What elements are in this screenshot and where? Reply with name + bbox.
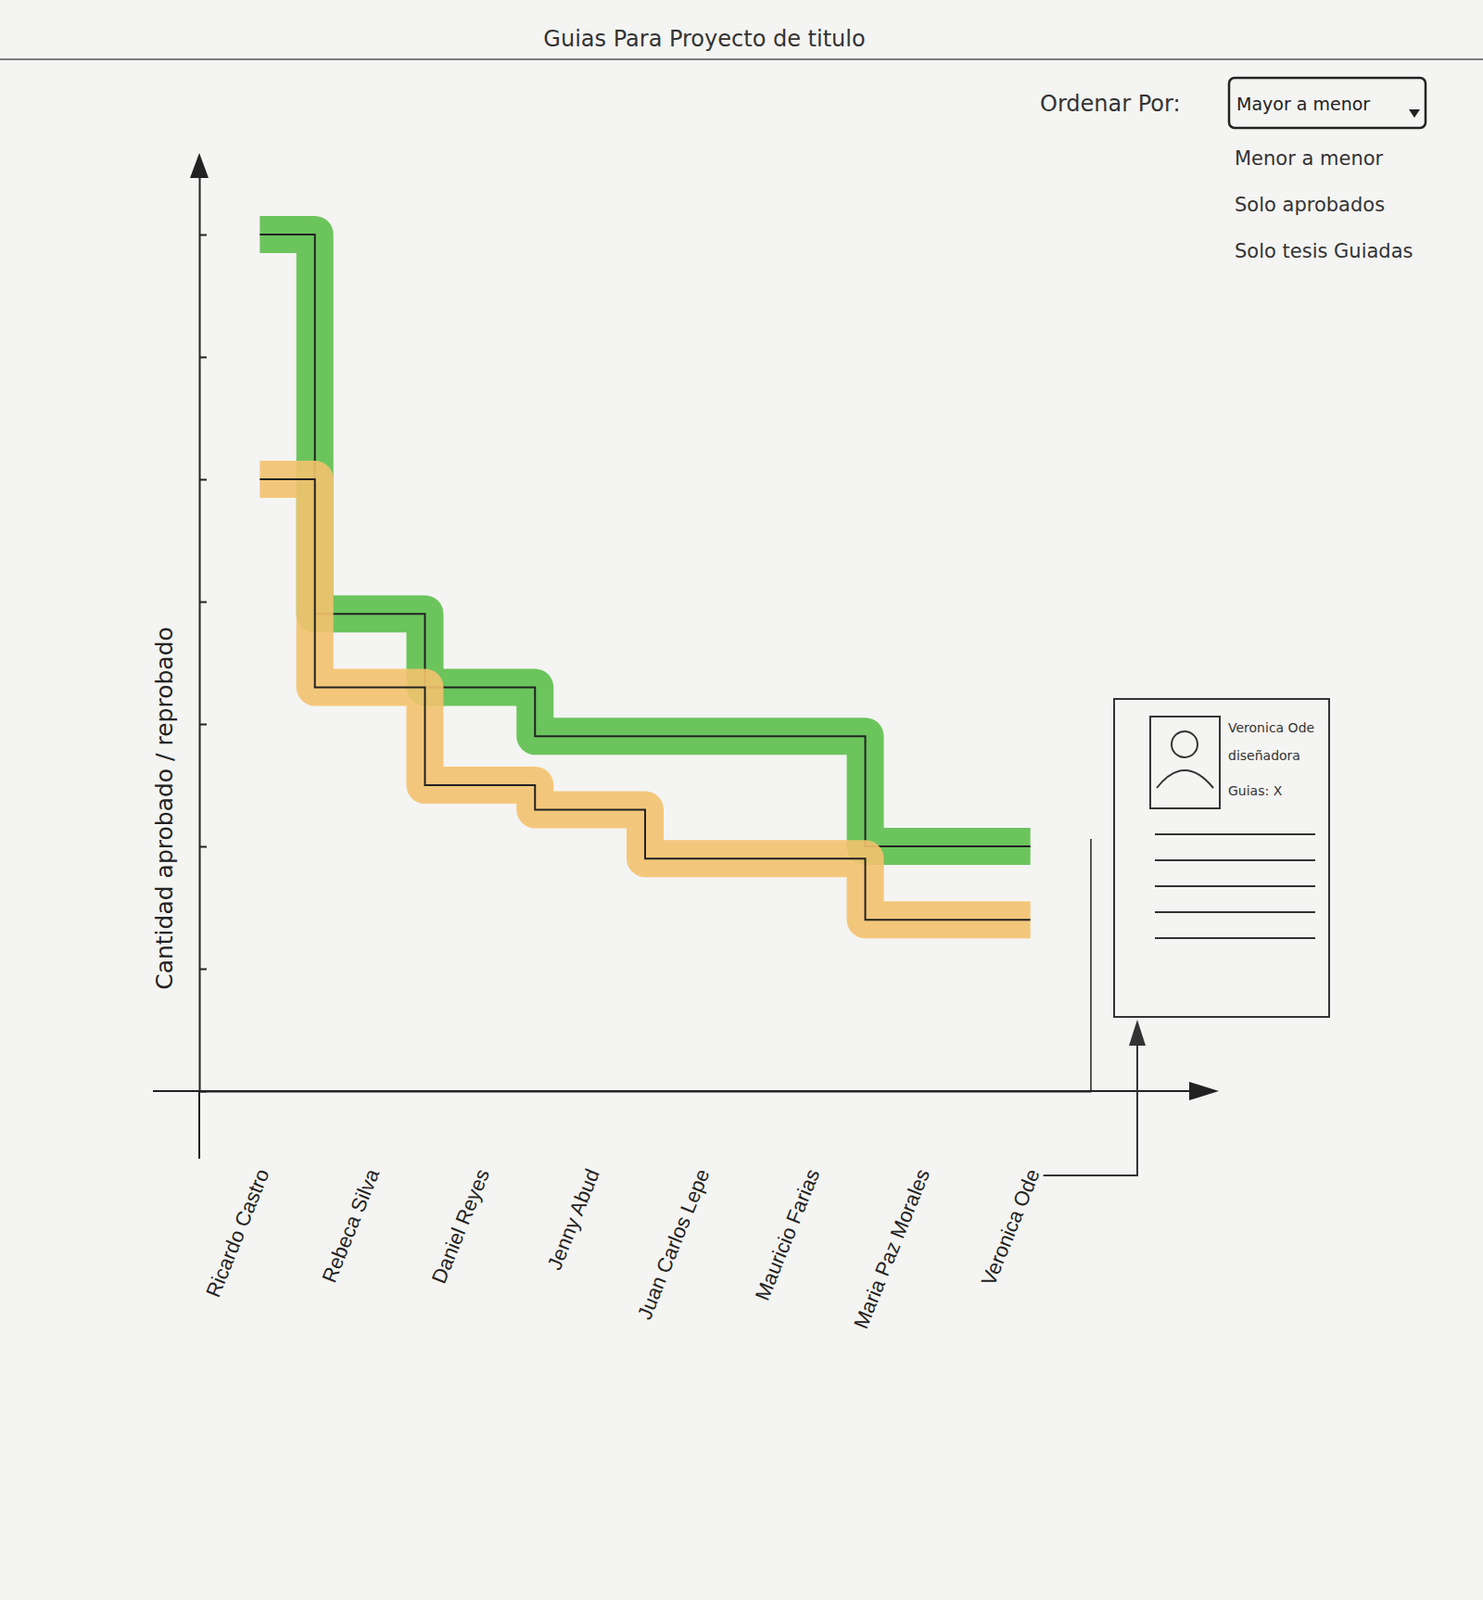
y-tick-mark xyxy=(199,846,207,849)
x-tick-label: Veronica Ode xyxy=(976,1166,1045,1290)
y-axis-title: Cantidad aprobado / reprobado xyxy=(151,626,178,990)
x-axis-arrowhead xyxy=(1189,1081,1219,1101)
y-axis-line xyxy=(200,174,208,1092)
y-axis-arrowhead xyxy=(190,152,209,178)
x-tick-label: Ricardo Castro xyxy=(201,1166,274,1301)
dropdown-arrow[interactable] xyxy=(1408,109,1420,118)
y-tick xyxy=(199,479,207,481)
avatar-frame xyxy=(1150,716,1220,809)
plot-area xyxy=(259,234,1030,920)
y-tick xyxy=(199,846,207,848)
card-text-line xyxy=(1154,937,1316,939)
x-tick: Mauricio Farias xyxy=(750,1090,825,1304)
avatar-body xyxy=(1156,770,1214,788)
y-tick-mark xyxy=(199,479,207,482)
y-tick xyxy=(199,723,207,725)
card-text-line xyxy=(1154,911,1316,913)
y-tick-mark xyxy=(199,968,207,971)
y-tick xyxy=(199,968,207,970)
sort-dropdown[interactable]: Mayor a menor xyxy=(1229,77,1426,128)
x-axis-extension xyxy=(152,1090,1205,1092)
y-tick-mark xyxy=(199,234,207,237)
x-tick: Daniel Reyes xyxy=(427,1090,495,1287)
series-line xyxy=(259,479,1030,920)
card-text-line xyxy=(1154,859,1316,862)
y-tick-mark xyxy=(199,723,207,726)
y-axis xyxy=(199,174,207,1092)
card-text-line xyxy=(1154,833,1316,836)
card-connector xyxy=(1043,1030,1138,1176)
dropdown-option[interactable]: Menor a menor xyxy=(1234,147,1384,170)
series-line xyxy=(259,234,1030,847)
header-rule xyxy=(0,58,1483,61)
y-tick-mark xyxy=(199,601,207,604)
series-band xyxy=(259,479,1030,920)
plot-right-edge xyxy=(1090,838,1092,1091)
guide-card: Veronica Ode diseñadora Guias: X xyxy=(1114,698,1330,1017)
sort-label: Ordenar Por: xyxy=(1039,90,1181,117)
x-tick-label: Rebeca Silva xyxy=(316,1165,384,1286)
x-tick: Jenny Abud xyxy=(542,1090,604,1273)
series-band xyxy=(259,234,1030,847)
card-connector-arrowhead xyxy=(1128,1019,1146,1046)
card-frame xyxy=(1114,698,1330,1017)
x-tick-label: Jenny Abud xyxy=(542,1166,604,1274)
card-role: diseñadora xyxy=(1228,747,1301,763)
x-tick: Juan Carlos Lepe xyxy=(633,1090,715,1323)
y-tick xyxy=(199,601,207,603)
dropdown-selected[interactable]: Mayor a menor xyxy=(1236,93,1370,115)
x-tick-label: Maria Paz Morales xyxy=(849,1166,935,1332)
x-tick-label: Daniel Reyes xyxy=(427,1166,495,1288)
title: Guias Para Proyecto de titulo xyxy=(543,25,865,52)
y-tick xyxy=(199,234,207,236)
x-tick: Maria Paz Morales xyxy=(849,1090,935,1332)
card-name: Veronica Ode xyxy=(1228,720,1315,736)
y-axis-stub xyxy=(198,1090,201,1159)
x-axis: Ricardo Castro Rebeca Silva Daniel Reyes Je… xyxy=(200,1090,1092,1332)
y-tick xyxy=(199,356,207,358)
dropdown-option[interactable]: Solo aprobados xyxy=(1234,193,1385,216)
x-tick-label: Juan Carlos Lepe xyxy=(633,1166,715,1323)
card-guias: Guias: X xyxy=(1228,783,1283,799)
x-tick: Rebeca Silva xyxy=(316,1090,384,1286)
y-tick-mark xyxy=(199,356,207,359)
x-tick: Ricardo Castro xyxy=(201,1090,274,1301)
page: Guias Para Proyecto de titulo Ordenar Por… xyxy=(0,0,1483,1600)
x-tick: Veronica Ode xyxy=(976,1090,1045,1289)
x-tick-label: Mauricio Farias xyxy=(750,1166,825,1305)
dropdown-option[interactable]: Solo tesis Guiadas xyxy=(1234,240,1414,263)
dropdown-box[interactable] xyxy=(1229,77,1426,128)
card-text-line xyxy=(1154,885,1316,888)
avatar-head xyxy=(1171,731,1198,758)
